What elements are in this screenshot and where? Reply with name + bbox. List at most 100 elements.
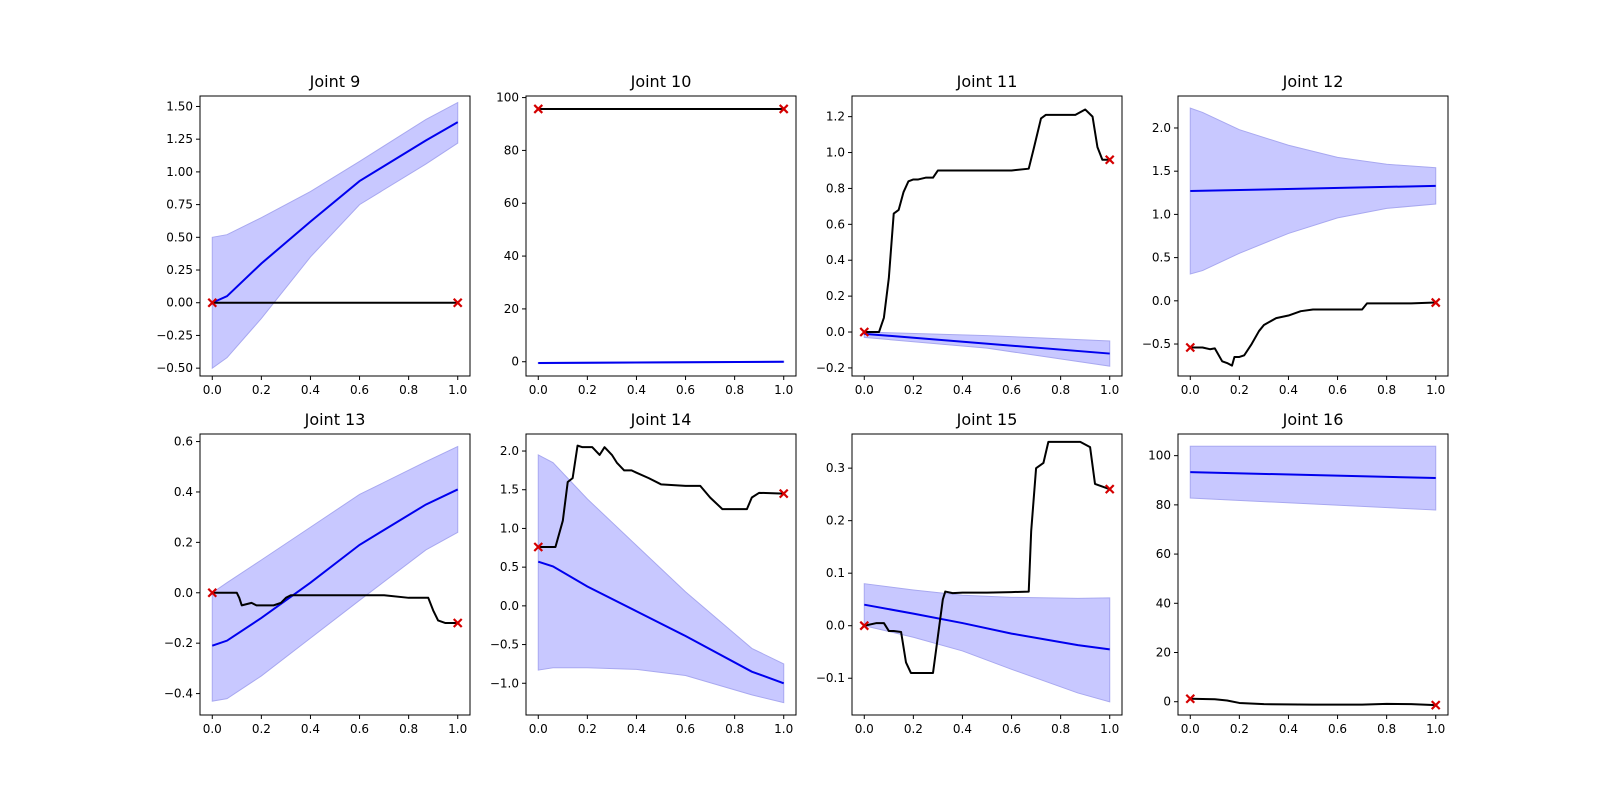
trajectory-line — [864, 440, 1111, 674]
x-tick-label: 0.4 — [301, 722, 320, 736]
x-tick-label: 0.6 — [350, 383, 369, 397]
y-tick-label: 100 — [496, 91, 519, 105]
start-marker — [859, 327, 870, 337]
y-tick-label: 80 — [504, 143, 519, 157]
mean-line — [211, 121, 459, 304]
x-tick-label: 0.0 — [203, 722, 222, 736]
subplot-3: 0.0 0.2 0.4 0.6 0.8 1.0 −0.2 0.0 0.2 0.4 0.6 0.8 1.0… — [816, 72, 1123, 397]
end-marker — [1104, 484, 1115, 494]
y-tick-label: 40 — [1156, 596, 1171, 610]
axes-frame — [851, 433, 1123, 716]
x-tick-label: 0.6 — [1002, 722, 1021, 736]
y-tick-label: 0.0 — [500, 599, 519, 613]
mean-line — [1190, 184, 1436, 193]
end-marker — [1430, 297, 1441, 308]
x-tick-label: 0.0 — [855, 722, 874, 736]
start-marker — [1185, 342, 1196, 353]
y-tick-label: 0.5 — [1152, 251, 1171, 265]
end-marker — [452, 297, 463, 308]
mean-line — [537, 560, 785, 685]
x-tick-label: 0.6 — [676, 722, 695, 736]
x-tick-label: 0.6 — [1328, 722, 1347, 736]
end-marker — [452, 618, 463, 628]
y-tick-label: 1.0 — [1152, 207, 1171, 221]
y-tick-label: 1.5 — [1152, 164, 1171, 178]
y-tick-label: 1.0 — [500, 521, 519, 535]
x-tick-label: 0.4 — [1279, 722, 1298, 736]
plot-area — [537, 444, 785, 704]
x-tick-label: 0.4 — [627, 383, 646, 397]
confidence-band — [211, 445, 459, 702]
subplot-title: Joint 16 — [1282, 410, 1344, 429]
y-tick-label: 1.00 — [166, 165, 193, 179]
x-tick-label: 0.4 — [627, 722, 646, 736]
x-tick-label: 0.0 — [1181, 383, 1200, 397]
subplot-6: 0.0 0.2 0.4 0.6 0.8 1.0 −1.0 −0.5 0.0 0.5 1.0 1.5 2.… — [490, 410, 797, 736]
x-tick-label: 0.2 — [1230, 722, 1249, 736]
confidence-band — [863, 331, 1111, 367]
trajectory-line — [538, 444, 784, 549]
x-tick-label: 0.4 — [953, 722, 972, 736]
y-tick-label: 60 — [504, 196, 519, 210]
x-tick-label: 0.8 — [1377, 383, 1396, 397]
mean-line — [864, 603, 1110, 651]
plot-area — [863, 108, 1111, 367]
y-tick-label: 0.1 — [826, 566, 845, 580]
start-marker — [533, 542, 544, 552]
end-marker — [1430, 700, 1441, 710]
x-tick-label: 1.0 — [774, 722, 793, 736]
x-tick-label: 0.8 — [399, 383, 418, 397]
y-tick-label: 0 — [511, 355, 519, 369]
subplot-4: 0.0 0.2 0.4 0.6 0.8 1.0 −0.5 0.0 0.5 1.0 1.5 2.0 Joi… — [1142, 72, 1449, 397]
x-tick-label: 0.2 — [578, 722, 597, 736]
start-marker — [533, 104, 544, 114]
axes-frame — [851, 95, 1123, 377]
trajectory-line — [1190, 697, 1436, 707]
y-tick-label: 20 — [504, 302, 519, 316]
subplot-title: Joint 14 — [630, 410, 692, 429]
axes-frame — [1177, 433, 1449, 716]
x-tick-label: 0.0 — [855, 383, 874, 397]
trajectory-line — [212, 591, 458, 625]
x-tick-label: 1.0 — [448, 383, 467, 397]
y-tick-label: −0.5 — [490, 638, 519, 652]
y-tick-label: 20 — [1156, 646, 1171, 660]
confidence-band — [863, 583, 1111, 703]
end-marker — [778, 104, 789, 114]
x-tick-label: 0.0 — [529, 722, 548, 736]
y-tick-label: −0.1 — [816, 671, 845, 685]
y-tick-label: 1.25 — [166, 132, 193, 146]
x-tick-label: 0.0 — [1181, 722, 1200, 736]
x-tick-label: 0.8 — [399, 722, 418, 736]
y-tick-label: 0.8 — [826, 181, 845, 195]
y-tick-label: 80 — [1156, 498, 1171, 512]
x-tick-label: 0.2 — [1230, 383, 1249, 397]
start-marker — [1185, 693, 1196, 704]
axes-frame — [199, 433, 471, 716]
x-tick-label: 1.0 — [1100, 722, 1119, 736]
axes-frame — [1177, 95, 1449, 377]
subplot-8: 0.0 0.2 0.4 0.6 0.8 1.0 0 20 40 60 80 100 Joint 16 — [1148, 410, 1449, 736]
x-tick-label: 0.2 — [904, 383, 923, 397]
axes-frame — [525, 95, 797, 377]
x-tick-label: 0.4 — [301, 383, 320, 397]
y-tick-label: 0.4 — [174, 485, 193, 499]
y-tick-label: 0.6 — [174, 435, 193, 449]
y-tick-label: 0.00 — [166, 296, 193, 310]
mean-line — [211, 488, 459, 647]
subplot-title: Joint 10 — [630, 72, 692, 91]
y-tick-label: 40 — [504, 249, 519, 263]
x-tick-label: 1.0 — [1100, 383, 1119, 397]
x-tick-label: 0.8 — [725, 722, 744, 736]
y-tick-label: 0.2 — [826, 289, 845, 303]
start-marker — [859, 620, 870, 631]
x-tick-label: 0.2 — [252, 722, 271, 736]
mean-line — [1190, 471, 1436, 480]
x-tick-label: 0.4 — [953, 383, 972, 397]
y-tick-label: −0.4 — [164, 687, 193, 701]
x-tick-label: 0.8 — [1051, 722, 1070, 736]
x-tick-label: 0.2 — [252, 383, 271, 397]
y-tick-label: 100 — [1148, 449, 1171, 463]
x-tick-label: 0.6 — [676, 383, 695, 397]
